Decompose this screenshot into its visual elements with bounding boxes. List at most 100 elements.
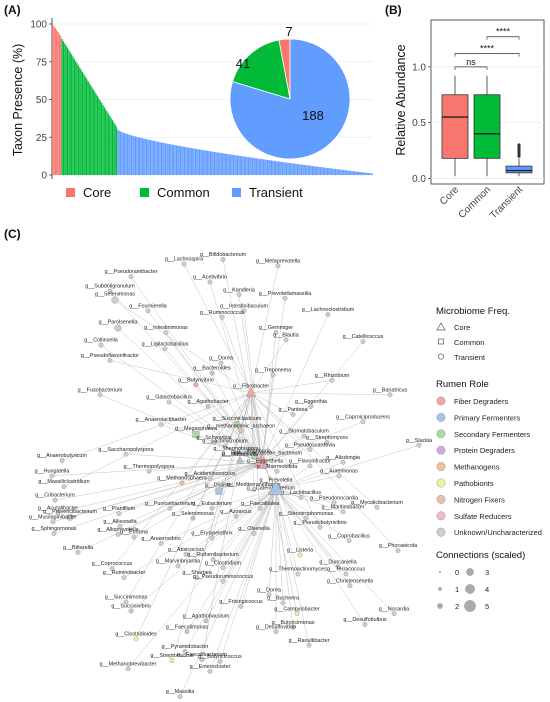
network-node: g__Listeria	[287, 548, 313, 558]
bar-transient	[364, 172, 367, 175]
node-label: g__Terracoccus	[327, 567, 365, 573]
bar-transient	[202, 150, 205, 175]
node-label: g__Marvinbryantia	[156, 559, 200, 565]
bar-transient	[314, 166, 316, 175]
node-marker-circle	[290, 412, 296, 417]
bar-transient	[222, 153, 224, 175]
network-node: g__Blautia	[273, 332, 299, 343]
node-marker-circle	[181, 261, 187, 267]
node-marker-circle	[199, 657, 205, 663]
legend-conn-item: 4	[485, 585, 489, 594]
node-label: g__Selenomonas	[172, 511, 214, 517]
network-edge	[54, 462, 263, 501]
legend-role-key	[436, 511, 446, 521]
node-marker-circle	[395, 548, 401, 553]
bar-transient	[250, 157, 252, 175]
node-label: g__Aureimonas	[320, 468, 358, 474]
bar-transient	[230, 154, 232, 175]
node-label: g__Blautia	[273, 332, 298, 338]
network-node: g__Collinsella	[84, 338, 118, 348]
node-label: g__Nocardia	[379, 606, 410, 612]
node-label: g__Pantoea	[278, 407, 307, 413]
network-node: g__Agathobacter	[187, 399, 229, 409]
legend-conn-key	[464, 600, 476, 612]
bar-common	[114, 124, 116, 175]
bar-common	[68, 50, 70, 175]
network-node: g__Absicoccus	[168, 547, 204, 557]
node-marker-circle	[190, 515, 196, 521]
network-node: g__Prevotellamassilia	[259, 291, 311, 301]
xtick-label: Transient	[488, 184, 525, 221]
bar-transient	[177, 145, 179, 175]
network-edge	[209, 489, 277, 672]
bar-transient	[220, 153, 222, 175]
node-label: g__Frisingicoccus	[219, 599, 262, 605]
node-marker-circle	[50, 519, 56, 525]
node-marker-circle	[251, 531, 257, 536]
node-marker-circle	[125, 666, 131, 672]
node-label: g__Anaerolactibacter	[136, 417, 187, 423]
bar-transient	[268, 160, 270, 175]
bar-transient	[257, 158, 259, 175]
box-core	[441, 75, 469, 177]
legend-label-common: Common	[157, 185, 210, 200]
bar-common	[95, 93, 97, 175]
network-node: g__Hungatella	[35, 468, 69, 479]
bar-core	[56, 30, 58, 176]
xtick-label: Common	[457, 184, 493, 220]
bar-transient	[245, 156, 247, 175]
bar-common	[111, 120, 114, 175]
node-marker-circle	[193, 382, 199, 388]
node-marker-circle	[391, 611, 397, 617]
panel-a-legend: Core Common Transient	[66, 185, 303, 200]
node-label: g__Alisdongia	[326, 455, 360, 461]
node-marker-circle	[209, 370, 215, 376]
network-node: g__Streptomyces	[306, 435, 348, 445]
bar-common	[98, 98, 100, 175]
bar-transient	[306, 165, 308, 175]
bar-transient	[298, 164, 300, 175]
bar-transient	[234, 155, 236, 175]
outlier-point	[517, 143, 521, 147]
network-edge	[261, 314, 329, 463]
bar-transient	[275, 161, 277, 175]
bar-transient	[260, 158, 262, 175]
network-edge	[235, 453, 263, 463]
node-marker-circle	[51, 531, 57, 536]
network-edge	[165, 332, 263, 463]
bar-common	[71, 54, 73, 175]
network-edge	[221, 317, 252, 393]
network-node: g__Faecalibacterium	[177, 652, 228, 663]
network-edge	[275, 489, 347, 575]
node-label: g__Listeria	[287, 548, 313, 554]
bar-transient	[136, 136, 138, 175]
node-marker-circle	[343, 571, 349, 577]
network-node: g__Pyramidobacter	[162, 644, 209, 654]
bar-transient	[321, 167, 323, 175]
node-label: g__Acidaminococcus	[185, 471, 236, 477]
node-label: g__Fournierella	[129, 303, 166, 309]
network-node: g__Campylobacter	[274, 606, 320, 617]
node-marker-circle	[217, 659, 223, 664]
bar-common	[64, 43, 66, 175]
node-marker-circle	[66, 513, 74, 521]
bar-transient	[168, 144, 171, 175]
network-edge	[171, 392, 252, 661]
bar-transient	[324, 167, 326, 175]
node-marker-circle	[329, 377, 335, 383]
bar-transient	[347, 170, 349, 175]
bar-transient	[167, 143, 169, 175]
network-node: g__Mycolicibacterium	[351, 500, 403, 510]
network-edge	[250, 392, 399, 551]
bar-core	[58, 34, 61, 175]
node-marker-square	[192, 430, 200, 438]
bar-transient	[284, 162, 286, 175]
node-label: g__Allisonella	[103, 519, 136, 525]
network-edge	[275, 444, 420, 490]
network-node: g__Desulfobulbus	[343, 617, 387, 627]
network-edge	[119, 462, 263, 527]
node-marker-circle	[324, 440, 330, 445]
node-marker-circle	[175, 563, 181, 569]
node-label: g__Agathobaculum	[183, 613, 230, 619]
